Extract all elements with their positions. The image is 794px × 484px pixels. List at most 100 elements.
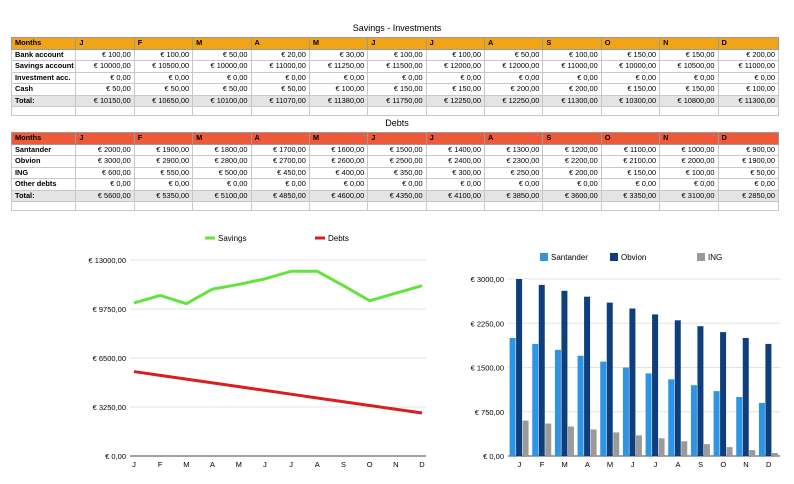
value-cell[interactable]: € 1100,00 bbox=[600, 143, 661, 156]
header-cell-month[interactable]: N bbox=[659, 37, 719, 50]
value-cell[interactable]: € 0,00 bbox=[659, 71, 719, 84]
empty-cell[interactable] bbox=[659, 106, 719, 116]
value-cell[interactable]: € 150,00 bbox=[367, 83, 427, 96]
value-cell[interactable]: € 12000,00 bbox=[425, 60, 486, 73]
value-cell[interactable]: € 100,00 bbox=[367, 48, 427, 61]
value-cell[interactable]: € 1700,00 bbox=[250, 143, 310, 156]
value-cell[interactable]: € 11500,00 bbox=[367, 60, 427, 73]
row-label[interactable]: Investment acc. bbox=[10, 71, 77, 84]
value-cell[interactable]: € 0,00 bbox=[600, 178, 661, 191]
value-cell[interactable]: € 1800,00 bbox=[192, 143, 252, 156]
value-cell[interactable]: € 0,00 bbox=[484, 71, 544, 84]
value-cell[interactable]: € 11300,00 bbox=[542, 94, 602, 107]
value-cell[interactable]: € 200,00 bbox=[542, 166, 602, 179]
row-label[interactable]: Total: bbox=[10, 94, 77, 107]
value-cell[interactable]: € 150,00 bbox=[659, 83, 719, 96]
header-cell-month[interactable]: O bbox=[600, 132, 661, 145]
value-cell[interactable]: € 0,00 bbox=[75, 178, 135, 191]
value-cell[interactable]: € 2500,00 bbox=[367, 155, 427, 168]
value-cell[interactable]: € 10000,00 bbox=[75, 60, 135, 73]
empty-cell[interactable] bbox=[192, 106, 252, 116]
empty-cell[interactable] bbox=[10, 201, 77, 211]
value-cell[interactable]: € 11250,00 bbox=[308, 60, 369, 73]
value-cell[interactable]: € 50,00 bbox=[192, 48, 252, 61]
value-cell[interactable]: € 150,00 bbox=[600, 166, 661, 179]
value-cell[interactable]: € 300,00 bbox=[425, 166, 486, 179]
value-cell[interactable]: € 200,00 bbox=[484, 83, 544, 96]
header-cell-month[interactable]: M bbox=[192, 132, 252, 145]
value-cell[interactable]: € 0,00 bbox=[367, 71, 427, 84]
empty-cell[interactable] bbox=[367, 106, 427, 116]
value-cell[interactable]: € 1000,00 bbox=[659, 143, 719, 156]
value-cell[interactable]: € 100,00 bbox=[425, 48, 486, 61]
value-cell[interactable]: € 2000,00 bbox=[75, 143, 135, 156]
value-cell[interactable]: € 3350,00 bbox=[600, 189, 661, 202]
value-cell[interactable]: € 4350,00 bbox=[367, 189, 427, 202]
empty-cell[interactable] bbox=[75, 201, 135, 211]
value-cell[interactable]: € 0,00 bbox=[250, 178, 310, 191]
value-cell[interactable]: € 0,00 bbox=[542, 178, 602, 191]
header-cell-month[interactable]: O bbox=[600, 37, 661, 50]
value-cell[interactable]: € 10150,00 bbox=[75, 94, 135, 107]
value-cell[interactable]: € 11070,00 bbox=[250, 94, 310, 107]
value-cell[interactable]: € 12250,00 bbox=[484, 94, 544, 107]
empty-cell[interactable] bbox=[600, 106, 661, 116]
header-cell-month[interactable]: A bbox=[484, 37, 544, 50]
value-cell[interactable]: € 11000,00 bbox=[717, 60, 780, 73]
empty-cell[interactable] bbox=[484, 201, 544, 211]
header-cell-month[interactable]: D bbox=[717, 37, 780, 50]
value-cell[interactable]: € 3000,00 bbox=[75, 155, 135, 168]
row-label[interactable]: Cash bbox=[10, 83, 77, 96]
value-cell[interactable]: € 10100,00 bbox=[192, 94, 252, 107]
value-cell[interactable]: € 50,00 bbox=[717, 166, 780, 179]
value-cell[interactable]: € 2700,00 bbox=[250, 155, 310, 168]
value-cell[interactable]: € 0,00 bbox=[717, 71, 780, 84]
value-cell[interactable]: € 4850,00 bbox=[250, 189, 310, 202]
value-cell[interactable]: € 1500,00 bbox=[367, 143, 427, 156]
row-label[interactable]: Total: bbox=[10, 189, 77, 202]
row-label[interactable]: Bank account bbox=[10, 48, 77, 61]
value-cell[interactable]: € 50,00 bbox=[484, 48, 544, 61]
header-cell-month[interactable]: J bbox=[425, 132, 486, 145]
empty-cell[interactable] bbox=[542, 201, 602, 211]
empty-cell[interactable] bbox=[425, 106, 486, 116]
empty-cell[interactable] bbox=[75, 106, 135, 116]
value-cell[interactable]: € 0,00 bbox=[308, 178, 369, 191]
value-cell[interactable]: € 0,00 bbox=[75, 71, 135, 84]
value-cell[interactable]: € 10650,00 bbox=[133, 94, 194, 107]
value-cell[interactable]: € 2600,00 bbox=[308, 155, 369, 168]
value-cell[interactable]: € 2900,00 bbox=[133, 155, 194, 168]
value-cell[interactable]: € 1300,00 bbox=[484, 143, 544, 156]
value-cell[interactable]: € 3600,00 bbox=[542, 189, 602, 202]
header-cell-month[interactable]: J bbox=[425, 37, 486, 50]
value-cell[interactable]: € 0,00 bbox=[600, 71, 661, 84]
value-cell[interactable]: € 450,00 bbox=[250, 166, 310, 179]
empty-cell[interactable] bbox=[308, 106, 369, 116]
empty-cell[interactable] bbox=[717, 201, 780, 211]
value-cell[interactable]: € 0,00 bbox=[717, 178, 780, 191]
value-cell[interactable]: € 100,00 bbox=[659, 166, 719, 179]
value-cell[interactable]: € 10000,00 bbox=[192, 60, 252, 73]
value-cell[interactable]: € 10800,00 bbox=[659, 94, 719, 107]
header-cell-months[interactable]: Months bbox=[10, 132, 77, 145]
value-cell[interactable]: € 100,00 bbox=[75, 48, 135, 61]
value-cell[interactable]: € 900,00 bbox=[717, 143, 780, 156]
empty-cell[interactable] bbox=[659, 201, 719, 211]
value-cell[interactable]: € 150,00 bbox=[600, 48, 661, 61]
value-cell[interactable]: € 250,00 bbox=[484, 166, 544, 179]
header-cell-month[interactable]: N bbox=[659, 132, 719, 145]
value-cell[interactable]: € 350,00 bbox=[367, 166, 427, 179]
empty-cell[interactable] bbox=[133, 201, 194, 211]
row-label[interactable]: ING bbox=[10, 166, 77, 179]
row-label[interactable]: Other debts bbox=[10, 178, 77, 191]
value-cell[interactable]: € 11750,00 bbox=[367, 94, 427, 107]
value-cell[interactable]: € 3100,00 bbox=[659, 189, 719, 202]
value-cell[interactable]: € 100,00 bbox=[308, 83, 369, 96]
value-cell[interactable]: € 2400,00 bbox=[425, 155, 486, 168]
value-cell[interactable]: € 100,00 bbox=[133, 48, 194, 61]
value-cell[interactable]: € 50,00 bbox=[192, 83, 252, 96]
value-cell[interactable]: € 2800,00 bbox=[192, 155, 252, 168]
value-cell[interactable]: € 50,00 bbox=[133, 83, 194, 96]
header-cell-month[interactable]: M bbox=[308, 132, 369, 145]
value-cell[interactable]: € 3850,00 bbox=[484, 189, 544, 202]
